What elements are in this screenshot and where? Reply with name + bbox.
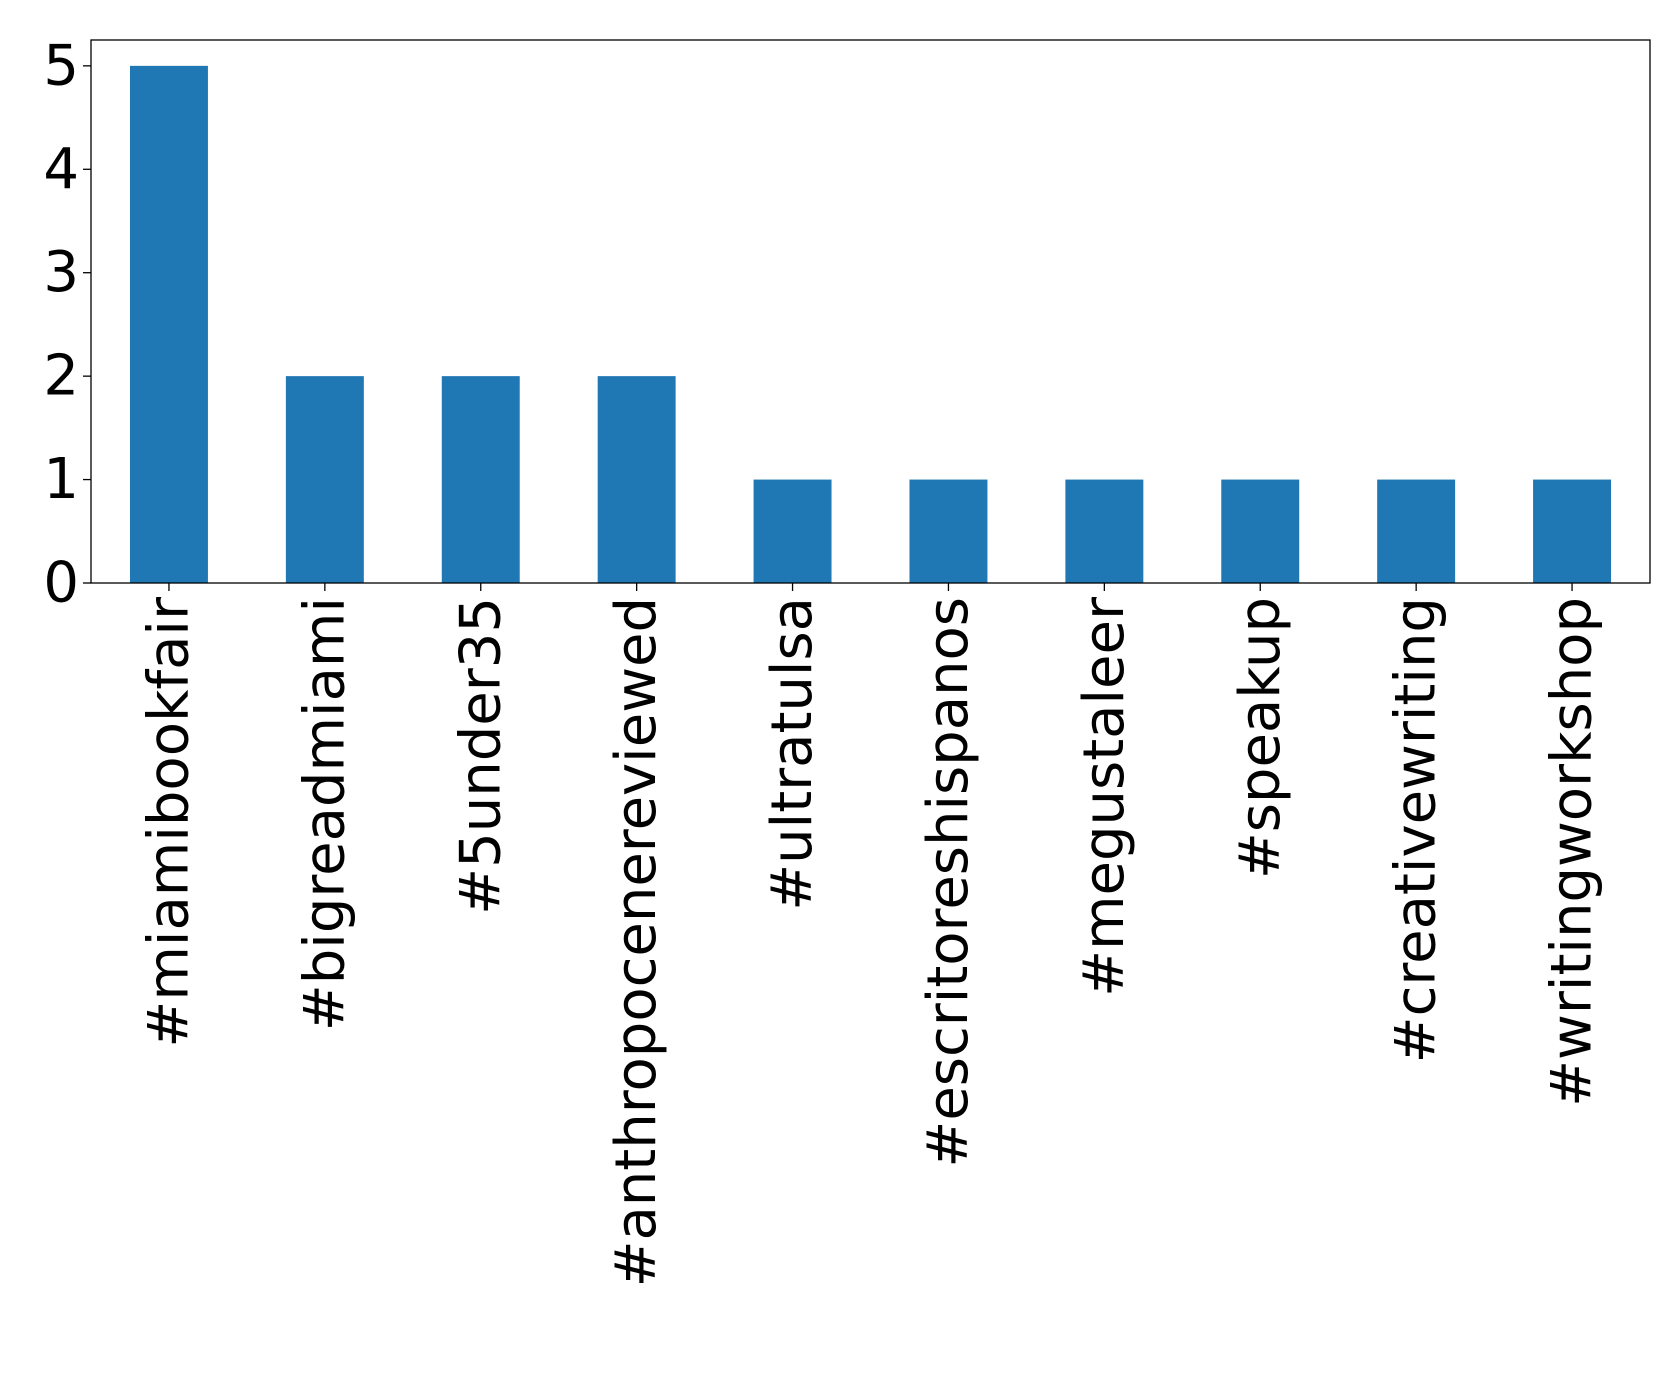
y-tick-label-0: 0 <box>43 551 79 616</box>
y-tick-label-3: 3 <box>43 240 79 305</box>
bar-4 <box>753 479 832 583</box>
bar-1 <box>285 376 364 583</box>
x-tick-label-7: #speakup <box>1228 597 1293 879</box>
y-tick-label-2: 2 <box>43 344 79 409</box>
bar-2 <box>441 376 520 583</box>
x-tick-label-5: #escritoreshispanos <box>916 597 981 1168</box>
bar-9 <box>1533 479 1612 583</box>
y-tick-label-5: 5 <box>43 33 79 98</box>
x-tick-label-6: #megustaleer <box>1072 596 1137 997</box>
x-tick-label-0: #miamibookfair <box>136 596 201 1048</box>
y-tick-label-1: 1 <box>43 447 79 512</box>
x-tick-label-2: #5under35 <box>448 597 513 915</box>
x-tick-label-1: #bigreadmiami <box>292 597 357 1031</box>
x-tick-label-8: #creativewriting <box>1384 597 1449 1063</box>
x-tick-label-9: #writingworkshop <box>1540 597 1605 1107</box>
bar-3 <box>597 376 676 583</box>
y-axis: 0 1 2 3 4 5 <box>43 33 91 616</box>
bar-7 <box>1221 479 1300 583</box>
x-tick-label-4: #ultratulsa <box>760 597 825 911</box>
bar-0 <box>129 65 208 584</box>
bar-5 <box>909 479 988 583</box>
x-axis: #miamibookfair #bigreadmiami #5under35 #ant… <box>136 583 1605 1287</box>
bars-layer <box>129 65 1612 584</box>
bar-8 <box>1377 479 1456 583</box>
y-tick-label-4: 4 <box>43 137 79 202</box>
bar-6 <box>1065 479 1144 583</box>
x-tick-label-3: #anthropocenereviewed <box>604 597 669 1287</box>
plot-frame <box>90 39 1651 584</box>
